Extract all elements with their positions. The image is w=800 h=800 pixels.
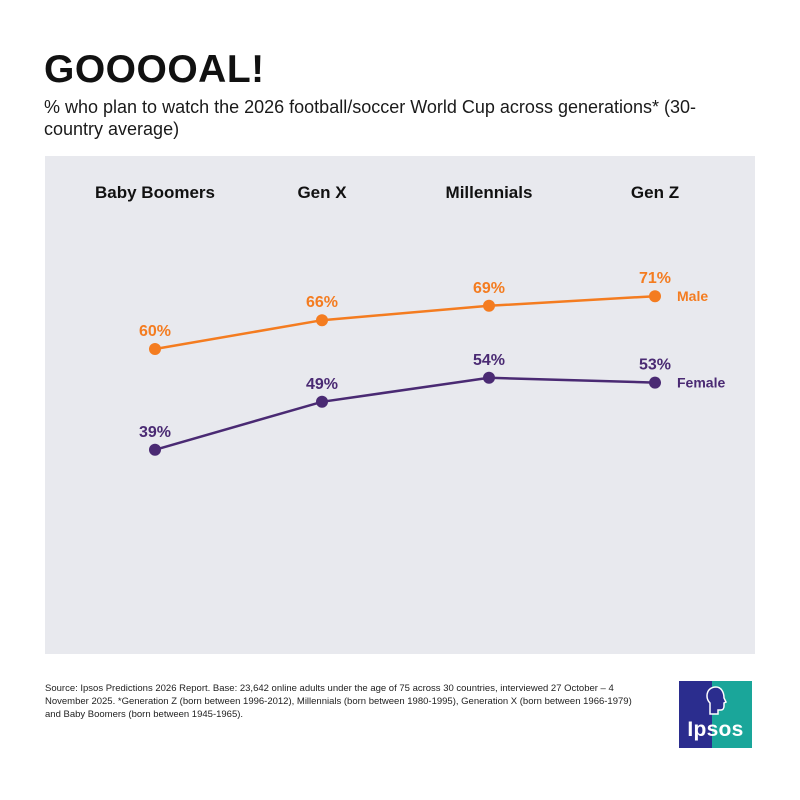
female-value-label: 53%: [639, 357, 671, 374]
male-value-label: 60%: [139, 323, 171, 340]
male-value-label: 66%: [306, 294, 338, 311]
male-series-name: Male: [677, 288, 708, 304]
female-data-point: [149, 443, 161, 456]
profile-head-icon: [706, 686, 727, 715]
male-data-point: [316, 314, 328, 327]
category-label: Millennials: [446, 183, 533, 202]
male-data-point: [149, 343, 161, 355]
category-label: Gen Z: [631, 183, 679, 202]
source-footnote: Source: Ipsos Predictions 2026 Report. B…: [45, 683, 632, 720]
male-data-point: [483, 299, 495, 312]
male-data-point: [649, 290, 661, 303]
chart-subtitle: % who plan to watch the 2026 football/so…: [44, 97, 697, 139]
female-data-point: [649, 376, 661, 389]
male-series-line: [154, 294, 656, 351]
logo-text: Ipsos: [687, 718, 744, 741]
female-value-label: 39%: [139, 424, 171, 441]
ipsos-logo: Ipsos: [679, 681, 752, 748]
chart-panel: Baby Boomers Gen X Millennials Gen Z 60% 66% 6…: [45, 156, 755, 654]
female-data-point: [316, 395, 328, 408]
category-label: Gen X: [297, 183, 347, 202]
female-value-label: 54%: [473, 352, 505, 369]
chart-title: GOOOOAL!: [44, 48, 265, 91]
female-value-label: 49%: [306, 376, 338, 393]
female-data-point: [483, 371, 495, 384]
category-label: Baby Boomers: [95, 183, 215, 202]
male-value-label: 71%: [639, 270, 671, 287]
male-value-label: 69%: [473, 280, 505, 297]
line-chart: Baby Boomers Gen X Millennials Gen Z 60% 66% 6…: [95, 183, 725, 456]
female-series-line: [154, 376, 656, 452]
female-series-name: Female: [677, 375, 725, 391]
